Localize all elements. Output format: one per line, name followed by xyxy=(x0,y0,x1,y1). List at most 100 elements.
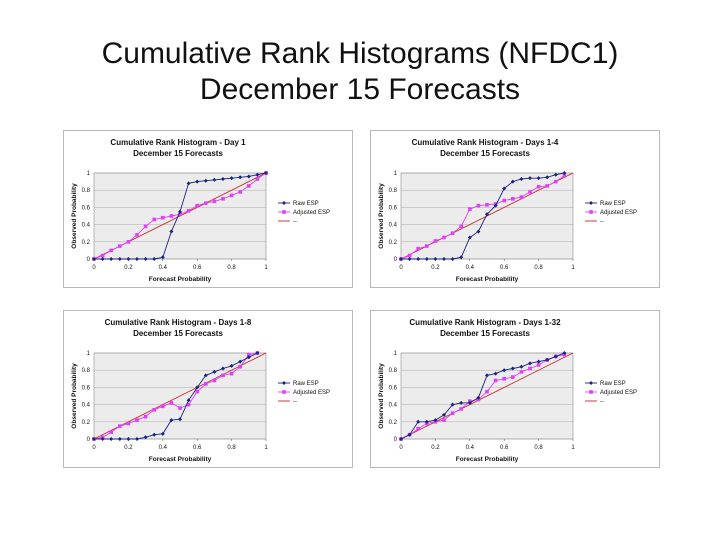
y-tick-label: 0.8 xyxy=(389,368,398,374)
adjusted-esp-point xyxy=(519,195,524,199)
raw-esp-point xyxy=(246,355,251,360)
raw-esp-point xyxy=(100,257,105,261)
adjusted-esp-point xyxy=(221,373,225,378)
legend-marker xyxy=(282,201,286,205)
raw-esp-point xyxy=(562,351,567,355)
legend-label: -- xyxy=(600,219,604,225)
adjusted-esp-point xyxy=(519,370,524,374)
raw-esp-point xyxy=(152,257,157,261)
raw-esp-point xyxy=(178,417,182,422)
raw-esp-point xyxy=(264,171,268,175)
raw-esp-point xyxy=(485,212,489,217)
legend-label: Raw ESP xyxy=(293,201,319,207)
raw-esp-point xyxy=(238,359,243,364)
chart-subtitle: December 15 Forecasts xyxy=(440,329,530,338)
raw-esp-point xyxy=(92,257,96,261)
adjusted-esp-point xyxy=(502,377,506,381)
raw-esp-point xyxy=(519,177,524,182)
adjusted-esp-point xyxy=(407,253,412,258)
adjusted-esp-point xyxy=(425,244,429,248)
x-tick-label: 0.2 xyxy=(124,445,133,451)
adjusted-esp-point xyxy=(238,190,242,194)
slide-title-line-1: Cumulative Rank Histograms (NFDC1) xyxy=(101,37,619,70)
x-tick-label: 1 xyxy=(571,265,575,271)
chart-title: Cumulative Rank Histogram - Days 1-4 xyxy=(412,138,559,147)
adjusted-esp-point xyxy=(195,389,199,394)
raw-esp-point xyxy=(467,235,472,240)
x-axis-label: Forecast Probability xyxy=(456,276,519,283)
x-axis-label: Forecast Probability xyxy=(149,276,212,283)
raw-esp-point xyxy=(442,257,446,261)
adjusted-esp-point xyxy=(204,201,208,205)
legend-label: Adjusted ESP xyxy=(293,210,330,216)
raw-esp-point xyxy=(143,435,148,440)
raw-esp-point xyxy=(399,437,403,441)
y-tick-label: 0.6 xyxy=(389,385,398,391)
y-tick-label: 0.6 xyxy=(82,385,91,391)
raw-esp-point xyxy=(246,174,251,179)
raw-esp-point xyxy=(433,418,438,423)
legend-label: Adjusted ESP xyxy=(293,390,330,396)
x-axis-label: Forecast Probability xyxy=(149,456,212,463)
x-tick-label: 0.8 xyxy=(227,445,236,451)
adjusted-esp-point xyxy=(229,371,234,376)
raw-esp-point xyxy=(178,209,182,214)
adjusted-esp-point xyxy=(152,217,156,222)
raw-esp-point xyxy=(186,398,191,403)
x-tick-label: 1 xyxy=(264,265,268,271)
adjusted-esp-point xyxy=(416,246,420,251)
raw-esp-point xyxy=(135,437,139,441)
adjusted-esp-point xyxy=(416,426,420,431)
adjusted-esp-point xyxy=(143,414,148,419)
adjusted-esp-point xyxy=(536,184,541,189)
adjusted-esp-point xyxy=(238,364,242,369)
adjusted-esp-point xyxy=(442,418,446,422)
adjusted-esp-point xyxy=(562,173,567,178)
raw-esp-point xyxy=(450,257,455,261)
raw-esp-point xyxy=(416,257,421,261)
raw-esp-point xyxy=(229,363,234,368)
x-tick-label: 0.6 xyxy=(193,265,202,271)
legend-label: Raw ESP xyxy=(600,381,626,387)
chart-subtitle: December 15 Forecasts xyxy=(440,149,530,158)
legend-label: Adjusted ESP xyxy=(600,210,637,216)
adjusted-esp-point xyxy=(212,378,217,383)
legend-label: -- xyxy=(293,219,297,225)
adjusted-esp-point xyxy=(485,203,489,207)
raw-esp-point xyxy=(407,432,412,437)
raw-esp-point xyxy=(117,257,122,261)
adjusted-esp-point xyxy=(536,363,541,367)
raw-esp-point xyxy=(502,186,507,191)
legend-marker xyxy=(282,210,286,214)
chart-svg: Cumulative Rank Histogram - Days 1-4 Dece… xyxy=(378,138,637,283)
raw-esp-point xyxy=(553,354,558,359)
raw-esp-point xyxy=(424,419,429,424)
raw-esp-point xyxy=(528,176,532,181)
y-axis-label: Observed Probability xyxy=(71,183,78,249)
x-tick-label: 0.2 xyxy=(431,445,440,451)
y-tick-label: 0.4 xyxy=(82,223,91,229)
adjusted-esp-point xyxy=(255,177,260,181)
raw-esp-point xyxy=(476,395,481,400)
raw-esp-point xyxy=(221,177,225,182)
adjusted-esp-point xyxy=(433,239,438,243)
chart-panel-days-1-4: Cumulative Rank Histogram - Days 1-4 Dece… xyxy=(370,130,660,288)
raw-esp-point xyxy=(485,373,489,378)
adjusted-esp-point xyxy=(109,430,113,434)
raw-esp-point xyxy=(424,257,429,261)
raw-esp-point xyxy=(100,437,105,441)
raw-esp-point xyxy=(416,419,421,424)
chart-svg: Cumulative Rank Histogram - Day 1 Decembe… xyxy=(71,138,330,283)
raw-esp-point xyxy=(442,412,446,417)
raw-esp-point xyxy=(493,203,498,208)
y-tick-label: 0.6 xyxy=(82,205,91,211)
y-tick-label: 0.8 xyxy=(82,368,91,374)
x-tick-label: 0.6 xyxy=(500,445,509,451)
y-tick-label: 0.2 xyxy=(82,420,91,426)
raw-esp-point xyxy=(562,171,567,175)
raw-esp-point xyxy=(238,175,243,180)
raw-esp-point xyxy=(476,229,481,234)
x-tick-label: 0.6 xyxy=(193,445,202,451)
legend-label: Raw ESP xyxy=(600,201,626,207)
raw-esp-point xyxy=(117,437,122,441)
